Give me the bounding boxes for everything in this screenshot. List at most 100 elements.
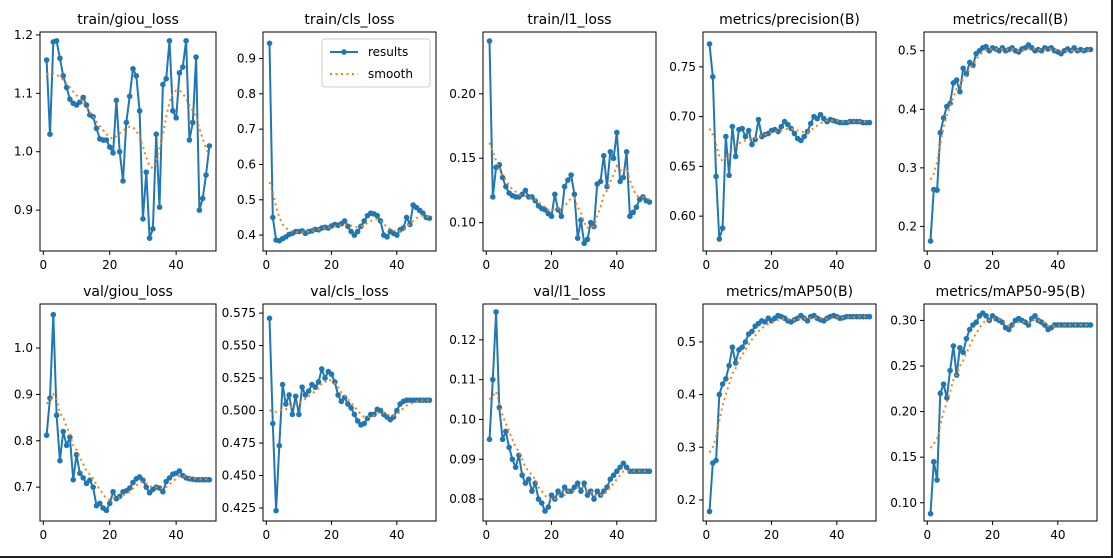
results-point: [558, 492, 565, 498]
y-tick-label: 0.11: [449, 373, 476, 387]
results-point: [755, 116, 762, 123]
results-point: [561, 183, 568, 190]
y-tick-label: 0.75: [669, 60, 696, 74]
results-point: [1025, 322, 1032, 328]
results-line: [929, 312, 1091, 514]
y-tick-label: 0.20: [449, 87, 476, 101]
results-point: [716, 391, 723, 398]
x-tick-label: 20: [985, 528, 1000, 542]
results-point: [953, 77, 960, 83]
results-point: [173, 115, 179, 121]
y-tick-label: 0.4: [898, 102, 917, 116]
x-tick-label: 0: [702, 528, 710, 542]
results-point: [318, 366, 325, 372]
results-point: [193, 54, 199, 60]
y-tick-label: 0.25: [890, 359, 917, 373]
smooth-line: [488, 142, 650, 230]
y-tick-label: 0.30: [890, 313, 917, 327]
results-point: [361, 420, 367, 427]
y-tick-label: 0.20: [890, 405, 917, 419]
results-point: [607, 149, 614, 155]
results-point: [529, 488, 535, 494]
y-tick-label: 0.15: [449, 151, 476, 165]
chart-title: val/l1_loss: [533, 284, 605, 300]
results-point: [584, 492, 591, 498]
y-tick-label: 0.3: [898, 161, 917, 175]
smooth-line: [268, 181, 430, 234]
results-point: [283, 401, 289, 407]
results-point: [713, 173, 719, 180]
results-point: [73, 451, 80, 458]
y-tick-label: 0.15: [890, 450, 917, 464]
results-point: [568, 488, 574, 494]
results-point: [623, 149, 630, 155]
results-point: [153, 131, 160, 137]
results-point: [581, 240, 587, 247]
results-point: [620, 460, 627, 467]
results-point: [199, 195, 206, 202]
plot-frame: [923, 303, 1098, 522]
results-point: [627, 213, 633, 220]
y-tick-label: 0.550: [222, 339, 256, 353]
chart-title: metrics/recall(B): [953, 12, 1069, 28]
plot-frame: [39, 303, 217, 522]
results-point: [486, 38, 493, 44]
results-point: [723, 375, 729, 382]
results-point: [762, 319, 768, 325]
chart-title: train/giou_loss: [77, 12, 179, 28]
x-tick-label: 20: [764, 258, 779, 272]
chart-val-l1-loss: val/l1_loss 0 20 40 0.08 0.09 0.10 0.11 0.12: [449, 284, 657, 542]
results-point: [292, 393, 299, 400]
results-point: [600, 152, 607, 159]
results-point: [47, 131, 53, 137]
y-tick-label: 0.12: [449, 333, 476, 347]
legend-results-label: results: [368, 45, 408, 59]
results-point: [315, 379, 322, 385]
chart-train-l1-loss: train/l1_loss 0 20 40 0.10 0.15 0.20: [449, 12, 657, 272]
results-point: [723, 133, 729, 140]
results-point: [1009, 322, 1015, 328]
results-point: [503, 183, 509, 190]
results-point: [384, 234, 390, 240]
results-point: [57, 457, 63, 464]
smooth-line: [46, 72, 211, 170]
chart-title: val/cls_loss: [310, 284, 388, 300]
results-point: [785, 121, 791, 128]
y-tick-label: 0.4: [677, 388, 696, 402]
chart-metrics-precision-b: metrics/precision(B) 0 20 40 0.60 0.65 0.70 0.7…: [669, 12, 877, 272]
y-tick-label: 0.500: [222, 404, 256, 418]
results-point: [610, 472, 617, 479]
x-tick-label: 0: [923, 528, 931, 542]
results-point: [555, 488, 561, 494]
x-tick-label: 0: [482, 528, 490, 542]
results-point: [594, 488, 601, 494]
results-point: [947, 367, 953, 374]
results-point: [614, 468, 620, 475]
results-point: [1006, 326, 1012, 333]
results-point: [519, 191, 525, 198]
results-line: [45, 39, 211, 240]
y-tick-label: 0.425: [222, 501, 256, 515]
results-point: [940, 381, 947, 388]
results-point: [866, 119, 873, 126]
results-point: [950, 343, 957, 349]
results-point: [983, 313, 989, 319]
results-point: [163, 75, 169, 82]
x-tick-label: 40: [169, 258, 184, 272]
results-line: [488, 311, 650, 512]
y-tick-label: 0.475: [222, 436, 256, 450]
results-point: [591, 496, 597, 502]
x-tick-label: 0: [482, 258, 490, 272]
results-point: [749, 141, 755, 148]
chart-title: metrics/precision(B): [719, 12, 860, 28]
results-point: [630, 209, 636, 216]
results-point: [186, 137, 193, 143]
smooth-line: [708, 119, 870, 164]
results-point: [354, 228, 361, 235]
results-point: [146, 235, 153, 241]
chart-val-giou-loss: val/giou_loss 0 20 40 0.7 0.8 0.9 1.0: [14, 284, 217, 542]
results-point: [538, 500, 545, 506]
y-tick-label: 0.450: [222, 469, 256, 483]
results-point: [420, 210, 426, 217]
